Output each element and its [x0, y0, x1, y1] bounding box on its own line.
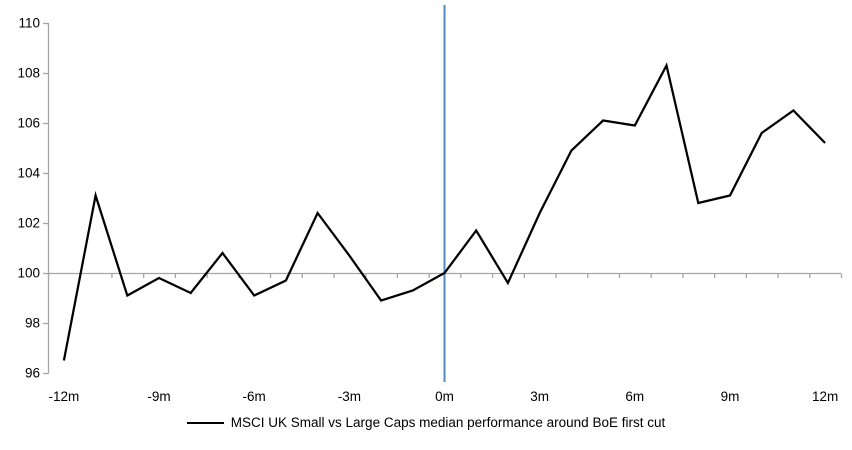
legend: MSCI UK Small vs Large Caps median perfo…: [0, 415, 852, 430]
x-tick-label: -3m: [338, 389, 361, 404]
y-tick-label: 104: [17, 166, 40, 181]
y-tick-label: 102: [17, 216, 40, 231]
x-tick-label: 0m: [435, 389, 454, 404]
x-tick-label: -9m: [147, 389, 170, 404]
x-tick-label: 12m: [812, 389, 838, 404]
y-tick-label: 98: [25, 316, 40, 331]
y-tick-label: 106: [17, 116, 40, 131]
y-tick-label: 110: [18, 16, 40, 31]
x-tick-label: 9m: [721, 389, 740, 404]
legend-line-swatch: [186, 421, 224, 424]
y-tick-label: 108: [17, 66, 40, 81]
y-tick-label: 100: [17, 266, 40, 281]
x-tick-label: 6m: [625, 389, 644, 404]
x-tick-label: -6m: [243, 389, 266, 404]
y-tick-label: 96: [25, 366, 40, 381]
x-tick-label: -12m: [48, 389, 79, 404]
x-tick-label: 3m: [530, 389, 549, 404]
legend-label: MSCI UK Small vs Large Caps median perfo…: [230, 415, 666, 430]
series-line: [62, 62, 826, 361]
